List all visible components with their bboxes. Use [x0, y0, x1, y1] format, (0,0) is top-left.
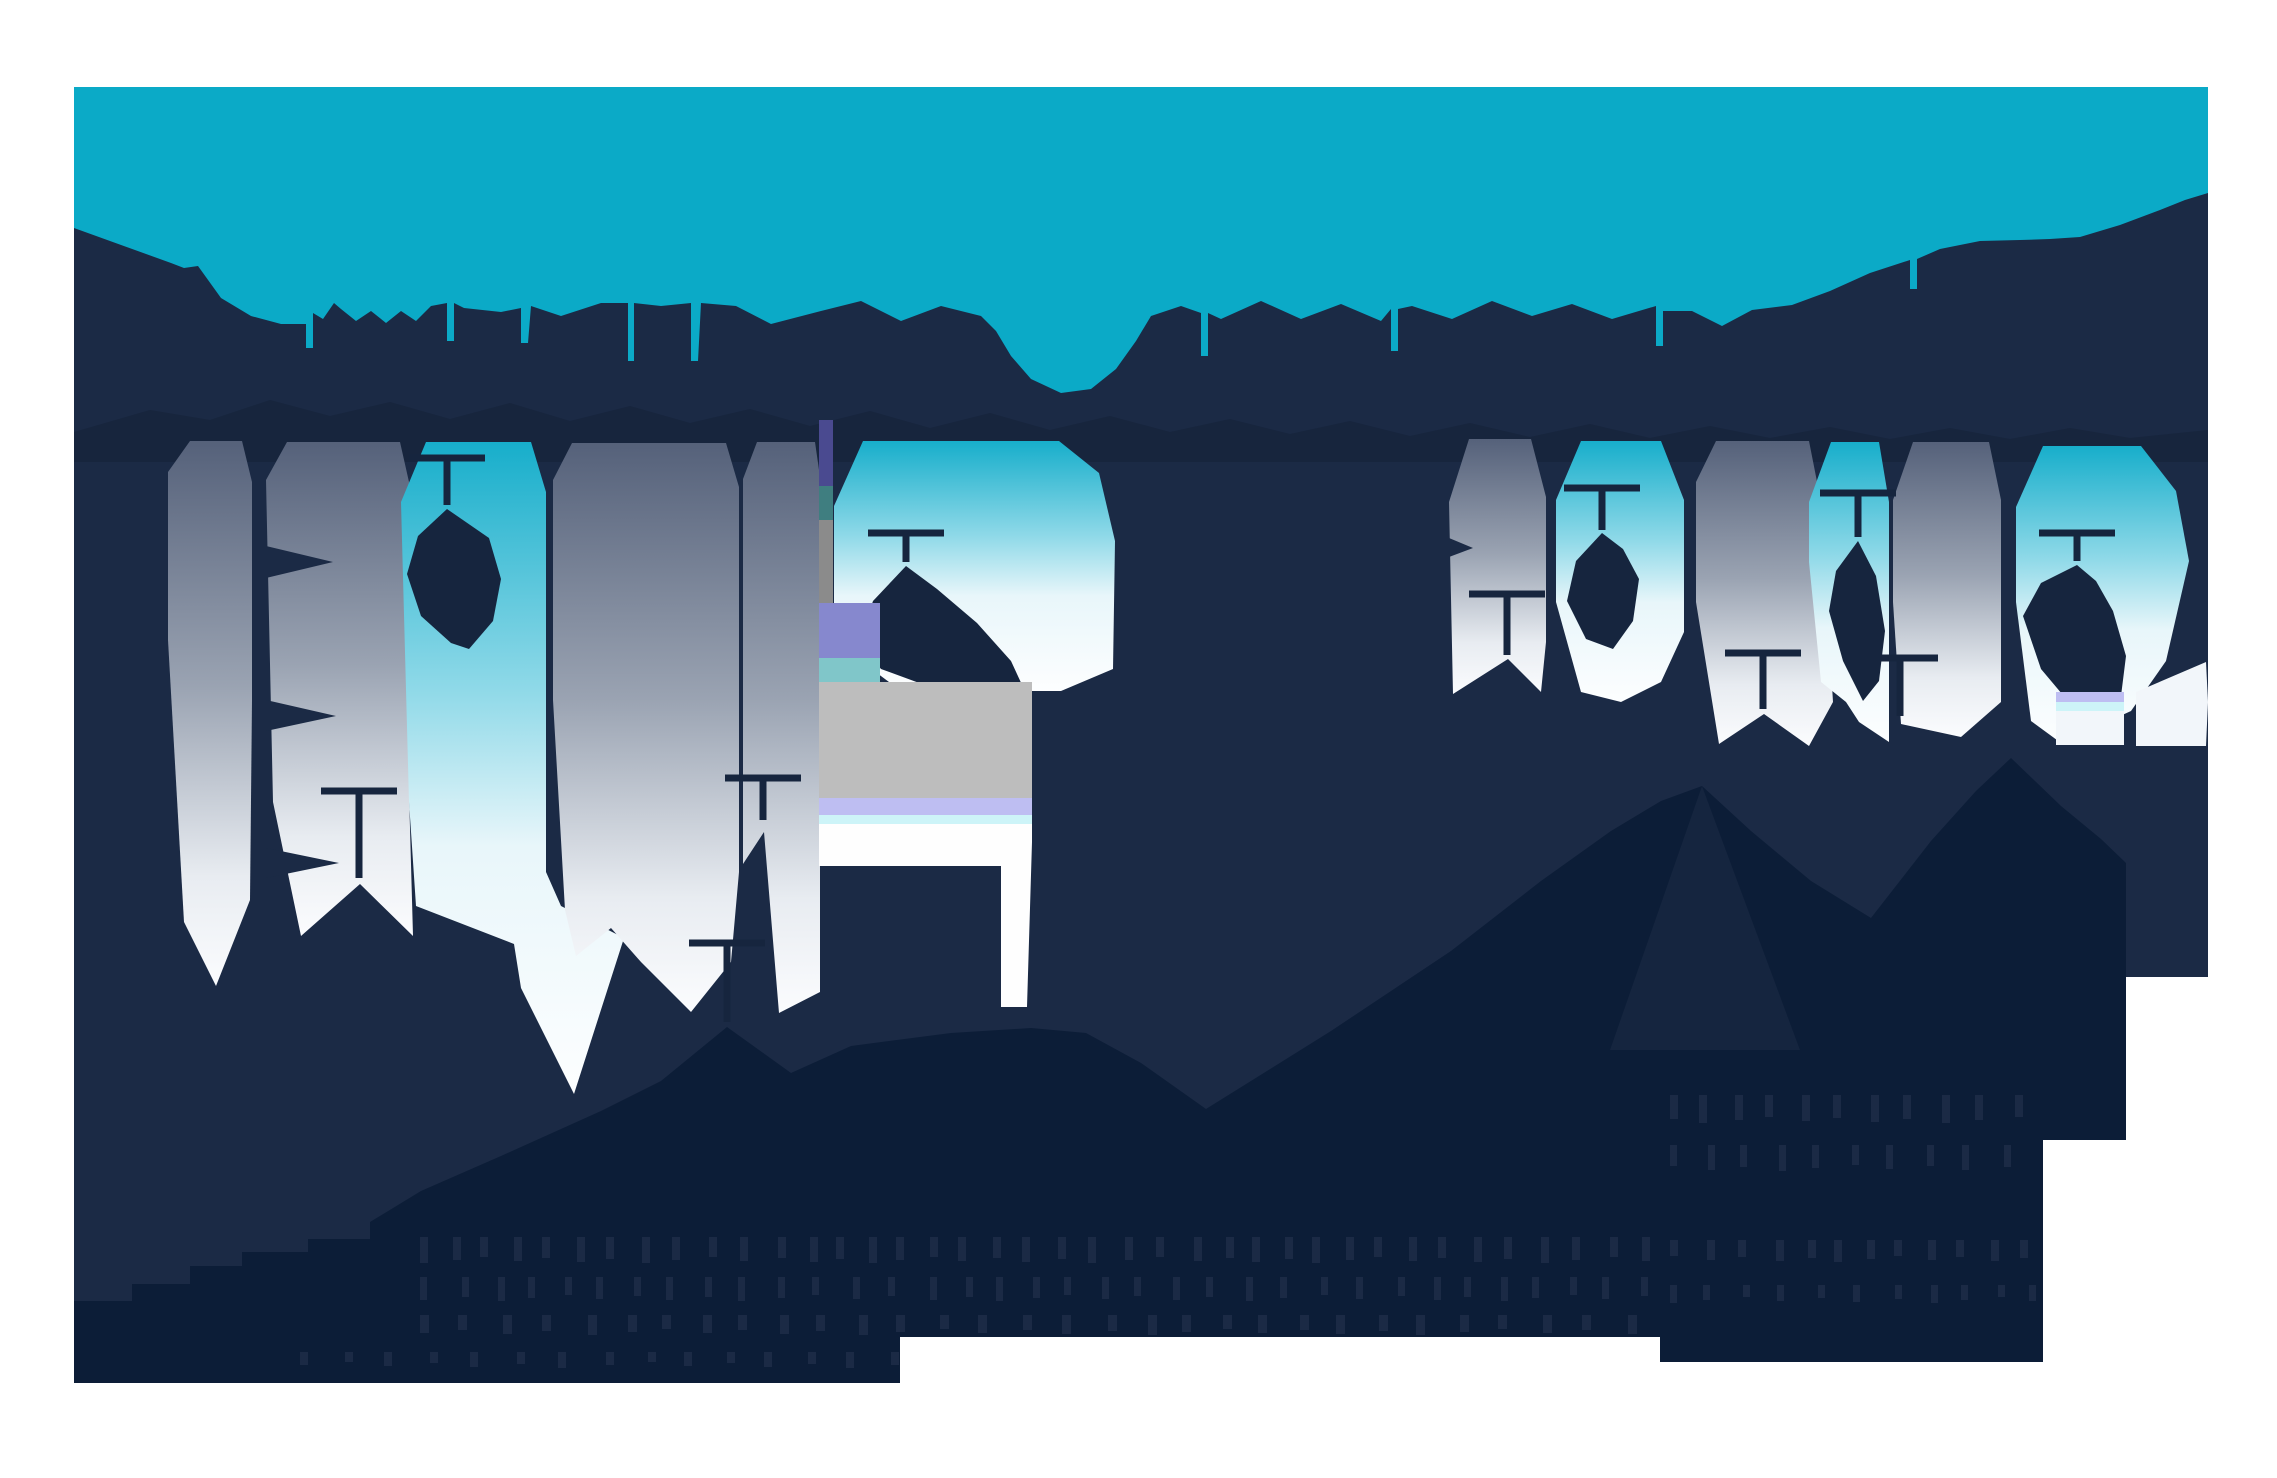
summit-antenna-icon [321, 787, 397, 878]
chevron-notch-4 [1449, 538, 1473, 557]
strip-lavender-right [2056, 692, 2124, 702]
back-mountain-highlight [1610, 786, 1800, 1050]
strip-purple [819, 603, 880, 658]
summit-antenna-icon [689, 939, 765, 1022]
summit-shield-5 [2023, 565, 2126, 719]
strip-palecyan [819, 815, 1032, 824]
strip-indigo [819, 420, 833, 486]
glitch-comb-pattern [300, 1095, 2036, 1368]
strip-aqua [819, 658, 880, 682]
beam-column-right [1893, 442, 2001, 737]
white-sliver-far-right [2136, 662, 2208, 746]
beam-column-w-middle [1696, 441, 1833, 746]
chevron-notch-3 [266, 848, 339, 878]
foreground-mountains [74, 758, 2126, 1383]
chevron-notch-1 [266, 546, 333, 578]
summit-antenna-icon [2039, 529, 2115, 561]
summit-antenna-icon [1564, 484, 1640, 530]
chevron-notch-2 [266, 700, 336, 731]
sky-dripping-shape [74, 87, 2208, 393]
summit-antenna-icon [1820, 489, 1896, 537]
strip-silver [819, 682, 1032, 798]
summit-shield-1 [407, 509, 501, 649]
summit-antenna-icon [1862, 654, 1938, 716]
glitch-white-block [819, 824, 1032, 1007]
strip-palecyan-right [2056, 702, 2124, 711]
strip-darkteal [819, 486, 833, 520]
summit-antenna-icon [1725, 649, 1801, 709]
summit-antenna-icon [1469, 590, 1545, 655]
strip-white-right [2056, 711, 2124, 745]
beam-column-left [168, 441, 252, 986]
beam-column-mid [553, 443, 739, 1012]
summit-antenna-icon [409, 454, 485, 505]
summit-shield-2 [859, 566, 1023, 693]
beam-column-gap-right [1449, 439, 1546, 694]
beam-column-mid2 [743, 442, 820, 1013]
summit-shield-3 [1567, 533, 1639, 649]
summit-antenna-icon [868, 529, 944, 562]
summit-antenna-icon [725, 774, 801, 820]
strip-gray [819, 520, 833, 603]
strip-lavender [819, 798, 1032, 815]
